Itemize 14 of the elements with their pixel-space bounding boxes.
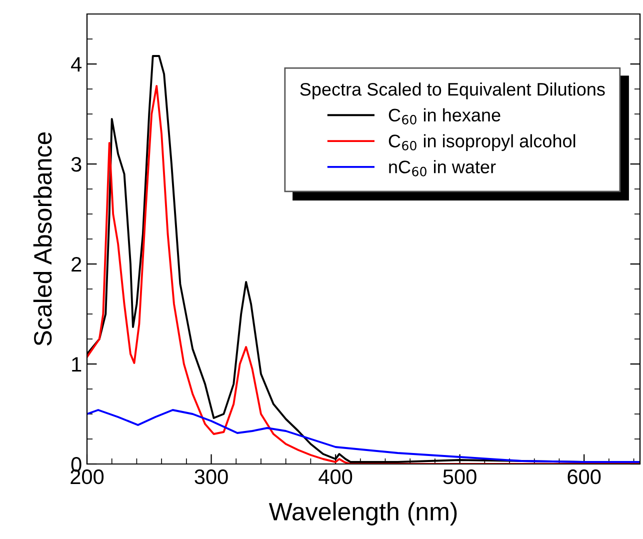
y-tick-label: 3 [71, 157, 82, 172]
x-tick-label: 400 [318, 469, 352, 484]
y-tick-label: 2 [72, 257, 82, 272]
legend-label: C$_{60}$ in isopropyl alcohol [388, 134, 576, 152]
y-tick-label: 4 [71, 57, 82, 72]
legend-title: Spectra Scaled to Equivalent Dilutions [300, 82, 605, 100]
legend-label: C$_{60}$ in hexane [388, 108, 500, 124]
x-tick-label: 600 [568, 469, 601, 484]
y-axis-title: Scaled Absorbance [33, 132, 52, 346]
y-tick-label: 1 [72, 357, 82, 372]
legend-label: nC$_{60}$ in water [389, 160, 496, 176]
x-axis-title: Wavelength (nm) [268, 502, 457, 526]
x-tick-label: 500 [443, 469, 476, 484]
x-tick-label: 300 [194, 469, 228, 484]
